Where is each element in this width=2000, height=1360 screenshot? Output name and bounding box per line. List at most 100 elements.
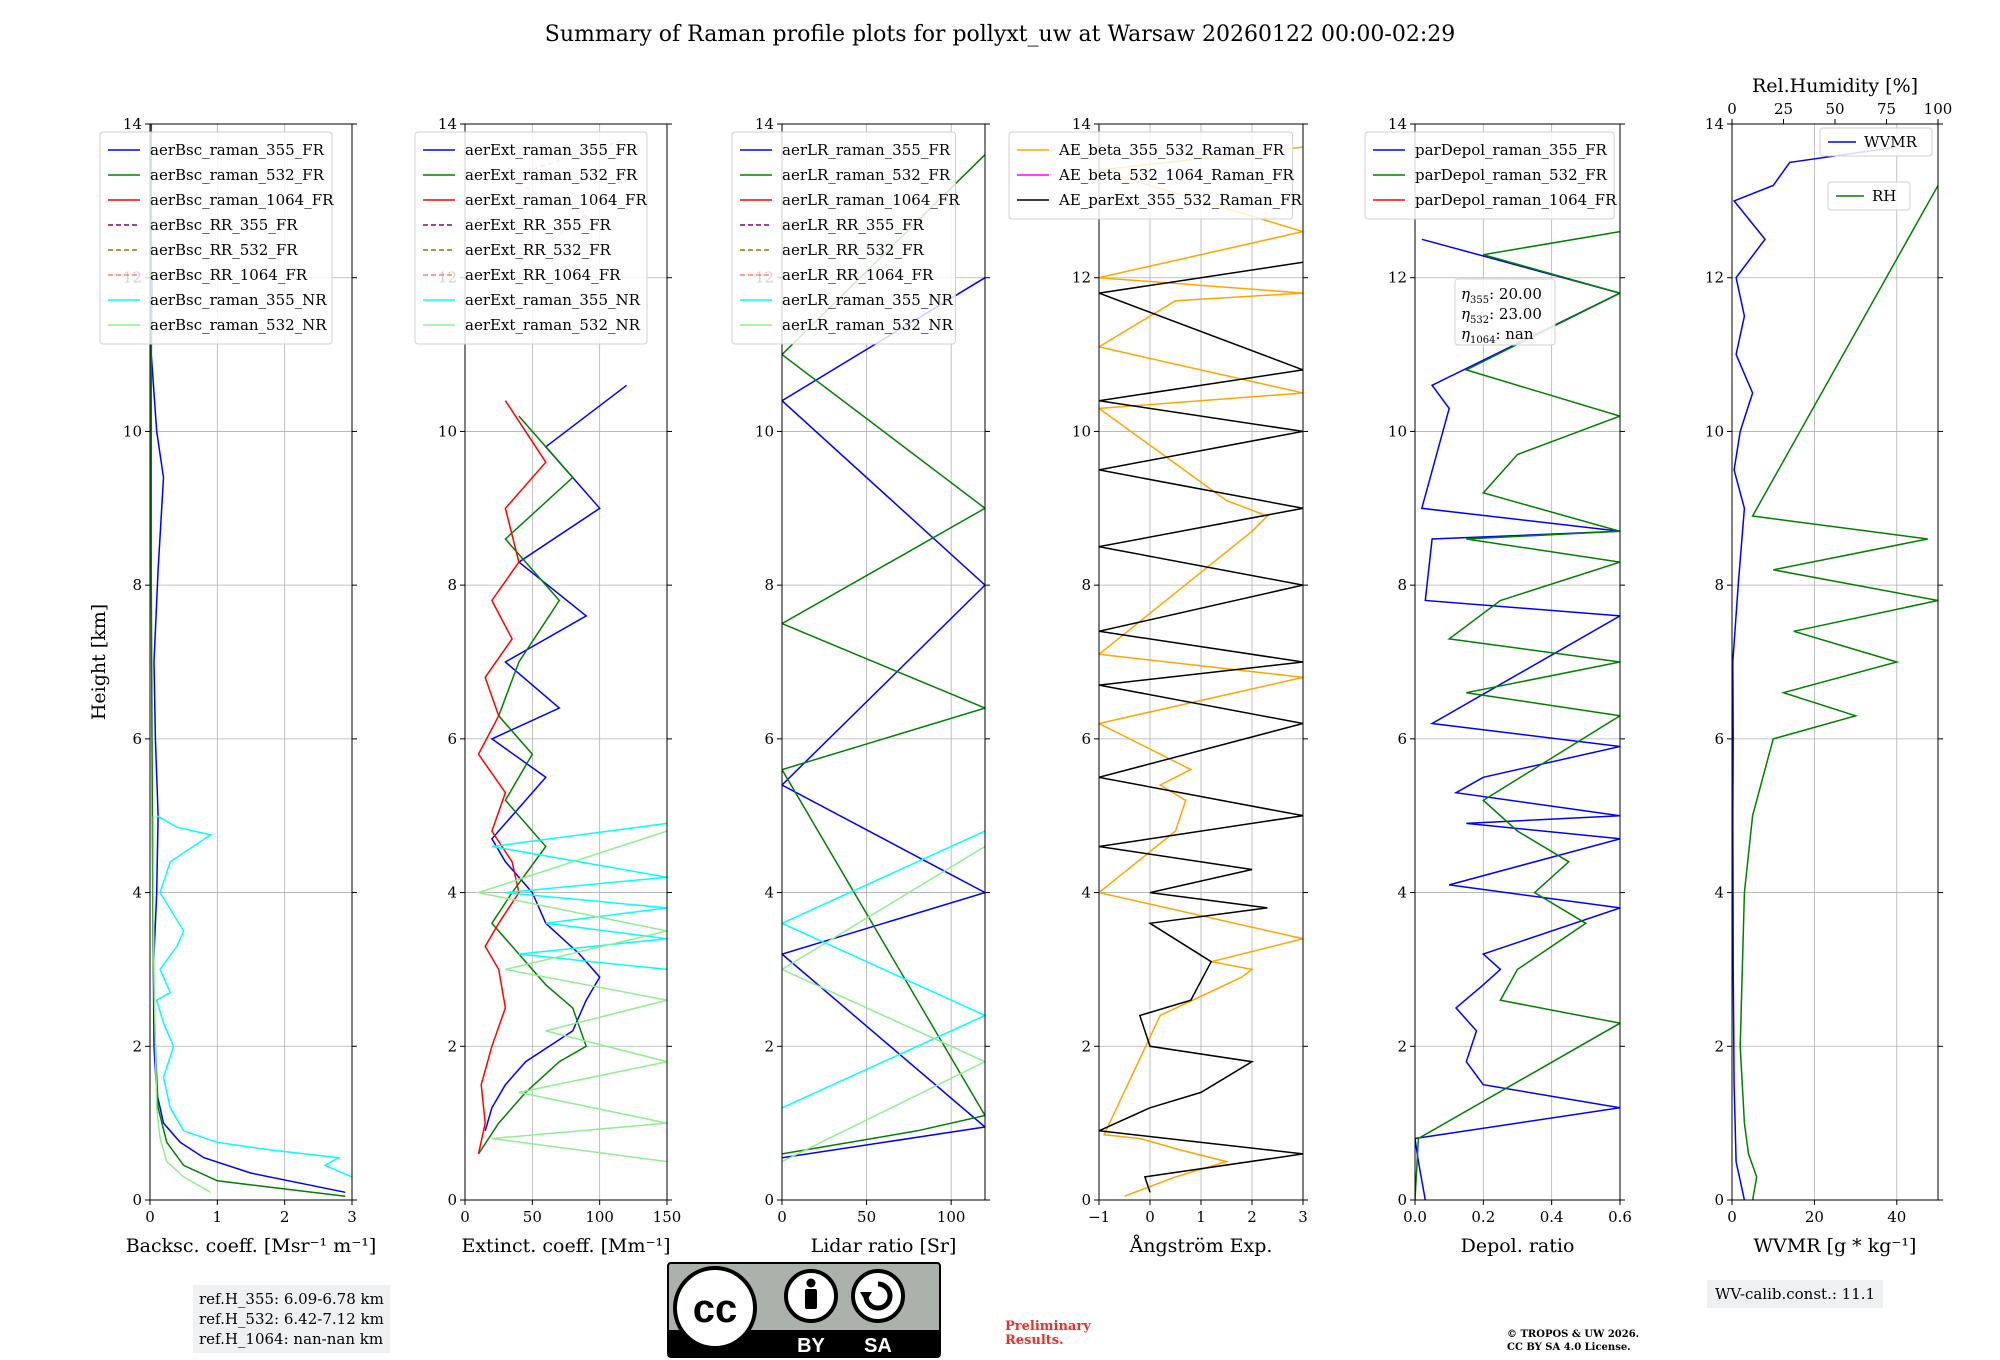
x2tick-label: 50 <box>1825 100 1844 118</box>
legend-label: RH <box>1872 187 1896 205</box>
legend-box <box>1364 131 1615 220</box>
ytick-label: 4 <box>1081 884 1091 902</box>
xtick-label: −1 <box>1088 1208 1110 1226</box>
xtick-label: 0 <box>460 1208 470 1226</box>
ytick-label: 2 <box>447 1037 457 1055</box>
cc-mark: cc <box>693 1287 738 1331</box>
legend-label: AE_parExt_355_532_Raman_FR <box>1058 191 1303 209</box>
ytick-label: 0 <box>1081 1191 1091 1209</box>
eta-355: η355: 20.00 <box>1461 285 1542 306</box>
ytick-label: 12 <box>1072 269 1091 287</box>
series-group <box>1099 146 1303 1197</box>
xtick-label: 100 <box>937 1208 966 1226</box>
eta-532: η532: 23.00 <box>1461 305 1542 326</box>
ytick-label: 8 <box>1081 576 1091 594</box>
legend-label: aerExt_RR_355_FR <box>465 216 612 234</box>
series-group <box>150 124 352 1197</box>
xtick-label: 1 <box>213 1208 223 1226</box>
ytick-label: 12 <box>1705 269 1724 287</box>
preliminary-line-2: Results. <box>1005 1333 1064 1348</box>
xtick-label: 0.4 <box>1540 1208 1564 1226</box>
legend-label: aerLR_raman_355_FR <box>782 141 951 159</box>
eta-1064: η1064: nan <box>1461 325 1534 346</box>
ytick-label: 4 <box>132 884 142 902</box>
ytick-label: 14 <box>755 115 774 133</box>
legend-label: aerBsc_raman_355_FR <box>150 141 325 159</box>
ytick-label: 14 <box>1705 115 1724 133</box>
legend-label: WVMR <box>1864 133 1918 151</box>
ytick-label: 0 <box>1397 1191 1407 1209</box>
series-line-aerLR_raman_532_FR <box>782 154 985 1155</box>
series-line-AE_parExt_355_532_Raman_FR <box>1099 261 1303 1193</box>
legend-box <box>99 131 333 345</box>
ytick-label: 4 <box>1397 884 1407 902</box>
xtick-label: 150 <box>653 1208 682 1226</box>
ytick-label: 2 <box>132 1037 142 1055</box>
legend-box <box>1827 181 1911 211</box>
xtick-label: 20 <box>1805 1208 1824 1226</box>
ytick-label: 6 <box>1714 730 1724 748</box>
series-line-aerLR_raman_355_FR <box>782 277 985 1159</box>
figure-title: Summary of Raman profile plots for polly… <box>544 22 1456 47</box>
legend-label: aerExt_raman_1064_FR <box>465 191 647 209</box>
x2axis-label: Rel.Humidity [%] <box>1752 75 1918 97</box>
legend-label: AE_beta_355_532_Raman_FR <box>1058 141 1285 159</box>
series-line-WVMR <box>1732 146 1897 1200</box>
xtick-label: 100 <box>585 1208 614 1226</box>
series-line-aerExt_raman_355_FR <box>484 384 628 1132</box>
plot-frame <box>1731 123 1939 1201</box>
legend-label: aerExt_raman_532_NR <box>465 316 641 334</box>
ytick-label: 10 <box>1072 422 1091 440</box>
ytick-label: 14 <box>1072 115 1091 133</box>
series-line-aerBsc_raman_532_NR <box>152 815 211 1193</box>
reference-heights-box: ref.H_355: 6.09-6.78 km ref.H_532: 6.42-… <box>193 1285 390 1353</box>
ytick-label: 6 <box>1081 730 1091 748</box>
xtick-label: 40 <box>1887 1208 1906 1226</box>
legend-label: aerBsc_RR_355_FR <box>150 216 298 234</box>
xtick-label: 1 <box>1196 1208 1206 1226</box>
series-line-aerBsc_raman_355_FR <box>150 277 346 1194</box>
series-group <box>1732 146 1938 1200</box>
legend-label: aerLR_raman_1064_FR <box>782 191 960 209</box>
legend-label: aerLR_RR_1064_FR <box>782 266 934 284</box>
preliminary-line-1: Preliminary <box>1005 1319 1091 1334</box>
ytick-label: 10 <box>755 422 774 440</box>
xtick-label: 0 <box>777 1208 787 1226</box>
legend-label: aerBsc_raman_532_NR <box>150 316 327 334</box>
legend <box>99 131 333 345</box>
ytick-label: 12 <box>1388 269 1407 287</box>
series-line-parDepol_raman_355_FR <box>1415 238 1620 1200</box>
ytick-label: 8 <box>132 576 142 594</box>
ytick-label: 6 <box>447 730 457 748</box>
series-line-aerExt_raman_1064_FR <box>477 400 547 1155</box>
x2tick-label: 75 <box>1877 100 1896 118</box>
legend <box>731 131 956 345</box>
ytick-label: 4 <box>447 884 457 902</box>
ytick-label: 14 <box>438 115 457 133</box>
ytick-label: 0 <box>764 1191 774 1209</box>
xtick-label: 0.2 <box>1471 1208 1495 1226</box>
legend-label: aerExt_RR_532_FR <box>465 241 612 259</box>
legend-label: aerBsc_raman_532_FR <box>150 166 325 184</box>
legend-label: aerLR_raman_532_FR <box>782 166 951 184</box>
ytick-label: 0 <box>132 1191 142 1209</box>
series-line-parDepol_raman_532_FR <box>1415 230 1620 1200</box>
preliminary-note: Preliminary Results. <box>1005 1320 1091 1348</box>
ytick-label: 6 <box>764 730 774 748</box>
eta-annotation <box>1454 278 1556 346</box>
plot-frame <box>464 123 668 1201</box>
ytick-label: 14 <box>1388 115 1407 133</box>
legend <box>1364 131 1615 220</box>
series-line-RH <box>1739 185 1938 1200</box>
legend-label: aerBsc_raman_1064_FR <box>150 191 334 209</box>
legend <box>1008 131 1294 220</box>
ytick-label: 4 <box>1714 884 1724 902</box>
ytick-label: 8 <box>447 576 457 594</box>
panel-4 <box>1094 123 1308 1205</box>
x2tick-label: 0 <box>1727 100 1737 118</box>
series-line-aerLR_raman_532_NR <box>782 845 985 1163</box>
xtick-label: 3 <box>1298 1208 1308 1226</box>
xtick-label: 0 <box>1727 1208 1737 1226</box>
cc-license-badge: cc BY SA <box>667 1262 941 1358</box>
